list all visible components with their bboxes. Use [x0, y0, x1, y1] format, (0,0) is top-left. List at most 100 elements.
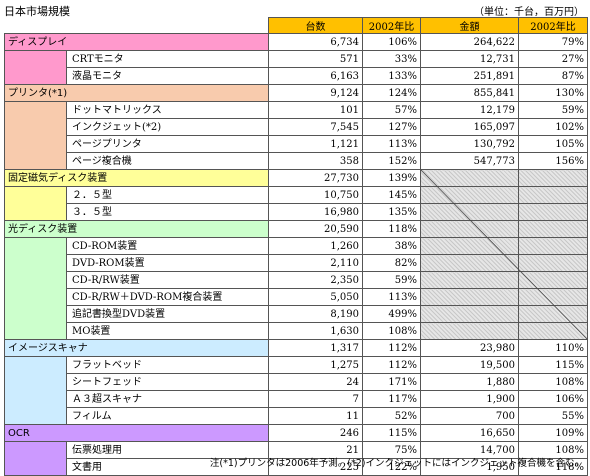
table-row: 光ディスク装置 20,590 118%: [4, 220, 588, 238]
table-row: ページプリンタ 1,121 113% 130,792 105%: [4, 135, 588, 153]
na-cell: [420, 288, 519, 306]
market-size-table: 台数 2002年比 金額 2002年比 ディスプレイ 6,734 106% 264,6…: [4, 17, 588, 476]
header-units: 台数: [268, 17, 363, 34]
na-cell: [420, 254, 519, 272]
amount-ratio-value: 106%: [518, 390, 588, 408]
category-band: [4, 305, 67, 323]
category-band: [4, 254, 67, 272]
amount-ratio-value: 108%: [518, 373, 588, 391]
category-band: [4, 373, 67, 391]
units-value: 571: [268, 50, 363, 68]
category-band: [4, 356, 67, 374]
category-band: [4, 441, 67, 459]
table-row: CD-R/RW＋DVD-ROM複合装置 5,050 113%: [4, 288, 588, 306]
units-ratio-value: 59%: [362, 271, 421, 289]
category-label: 光ディスク装置: [4, 220, 269, 238]
units-ratio-value: 139%: [362, 169, 421, 187]
na-cell: [420, 186, 519, 204]
table-row: CD-R/RW装置 2,350 59%: [4, 271, 588, 289]
amount-value: 130,792: [420, 135, 519, 153]
na-cell: [420, 271, 519, 289]
units-ratio-value: 38%: [362, 237, 421, 255]
category-band: [4, 322, 67, 340]
amount-value: 251,891: [420, 67, 519, 85]
units-ratio-value: 118%: [362, 220, 421, 238]
units-ratio-value: 57%: [362, 101, 421, 119]
table-row: インクジェット(*2) 7,545 127% 165,097 102%: [4, 118, 588, 136]
na-cell: [420, 305, 519, 323]
unit-note: （単位：千台，百万円）: [474, 7, 584, 18]
na-cell: [518, 305, 588, 323]
category-band: [4, 407, 67, 425]
units-ratio-value: 127%: [362, 118, 421, 136]
table-row: ディスプレイ 6,734 106% 264,622 79%: [4, 33, 588, 51]
na-cell: [518, 254, 588, 272]
category-label: ディスプレイ: [4, 33, 269, 51]
units-value: 6,734: [268, 33, 363, 51]
units-value: 5,050: [268, 288, 363, 306]
units-value: 1,260: [268, 237, 363, 255]
units-value: 16,980: [268, 203, 363, 221]
units-ratio-value: 113%: [362, 288, 421, 306]
units-ratio-value: 171%: [362, 373, 421, 391]
units-ratio-value: 499%: [362, 305, 421, 323]
table-row: CRTモニタ 571 33% 12,731 27%: [4, 50, 588, 68]
category-band: [4, 271, 67, 289]
category-band: [4, 152, 67, 170]
na-cell: [518, 220, 588, 238]
table-body: ディスプレイ 6,734 106% 264,622 79% CRTモニタ 571 33% 12,…: [4, 33, 588, 476]
amount-value: 19,500: [420, 356, 519, 374]
subcategory-label: CRTモニタ: [66, 50, 269, 68]
subcategory-label: 液晶モニタ: [66, 67, 269, 85]
units-ratio-value: 115%: [362, 424, 421, 442]
na-cell: [518, 169, 588, 187]
amount-value: 12,179: [420, 101, 519, 119]
units-ratio-value: 133%: [362, 67, 421, 85]
table-row: 追記書換型DVD装置 8,190 499%: [4, 305, 588, 323]
units-value: 1,630: [268, 322, 363, 340]
subcategory-label: インクジェット(*2): [66, 118, 269, 136]
units-value: 6,163: [268, 67, 363, 85]
category-band: [4, 203, 67, 221]
amount-value: 700: [420, 407, 519, 425]
category-label: OCR: [4, 424, 269, 442]
amount-value: 1,880: [420, 373, 519, 391]
amount-ratio-value: 87%: [518, 67, 588, 85]
na-cell: [420, 237, 519, 255]
units-ratio-value: 112%: [362, 339, 421, 357]
na-cell: [420, 203, 519, 221]
amount-ratio-value: 130%: [518, 84, 588, 102]
units-ratio-value: 82%: [362, 254, 421, 272]
units-value: 20,590: [268, 220, 363, 238]
units-value: 1,317: [268, 339, 363, 357]
na-cell: [420, 322, 519, 340]
units-value: 2,110: [268, 254, 363, 272]
header-units-ratio: 2002年比: [362, 17, 421, 34]
header-row: 台数 2002年比 金額 2002年比: [4, 17, 588, 34]
table-row: Ａ３超スキャナ 7 117% 1,900 106%: [4, 390, 588, 408]
table-row: MO装置 1,630 108%: [4, 322, 588, 340]
category-band: [4, 50, 67, 68]
na-cell: [518, 288, 588, 306]
units-value: 246: [268, 424, 363, 442]
subcategory-label: DVD-ROM装置: [66, 254, 269, 272]
units-ratio-value: 52%: [362, 407, 421, 425]
category-band: [4, 288, 67, 306]
amount-value: 16,650: [420, 424, 519, 442]
units-value: 8,190: [268, 305, 363, 323]
units-value: 2,350: [268, 271, 363, 289]
category-band: [4, 118, 67, 136]
category-label: プリンタ(*1): [4, 84, 269, 102]
amount-ratio-value: 110%: [518, 339, 588, 357]
units-value: 1,121: [268, 135, 363, 153]
subcategory-label: ページ複合機: [66, 152, 269, 170]
table-row: ３．５型 16,980 135%: [4, 203, 588, 221]
subcategory-label: MO装置: [66, 322, 269, 340]
category-band: [4, 390, 67, 408]
units-value: 27,730: [268, 169, 363, 187]
table-row: シートフェッド 24 171% 1,880 108%: [4, 373, 588, 391]
header-blank: [4, 17, 269, 34]
na-cell: [420, 169, 519, 187]
table-row: 伝票処理用 21 75% 14,700 108%: [4, 441, 588, 459]
units-ratio-value: 124%: [362, 84, 421, 102]
